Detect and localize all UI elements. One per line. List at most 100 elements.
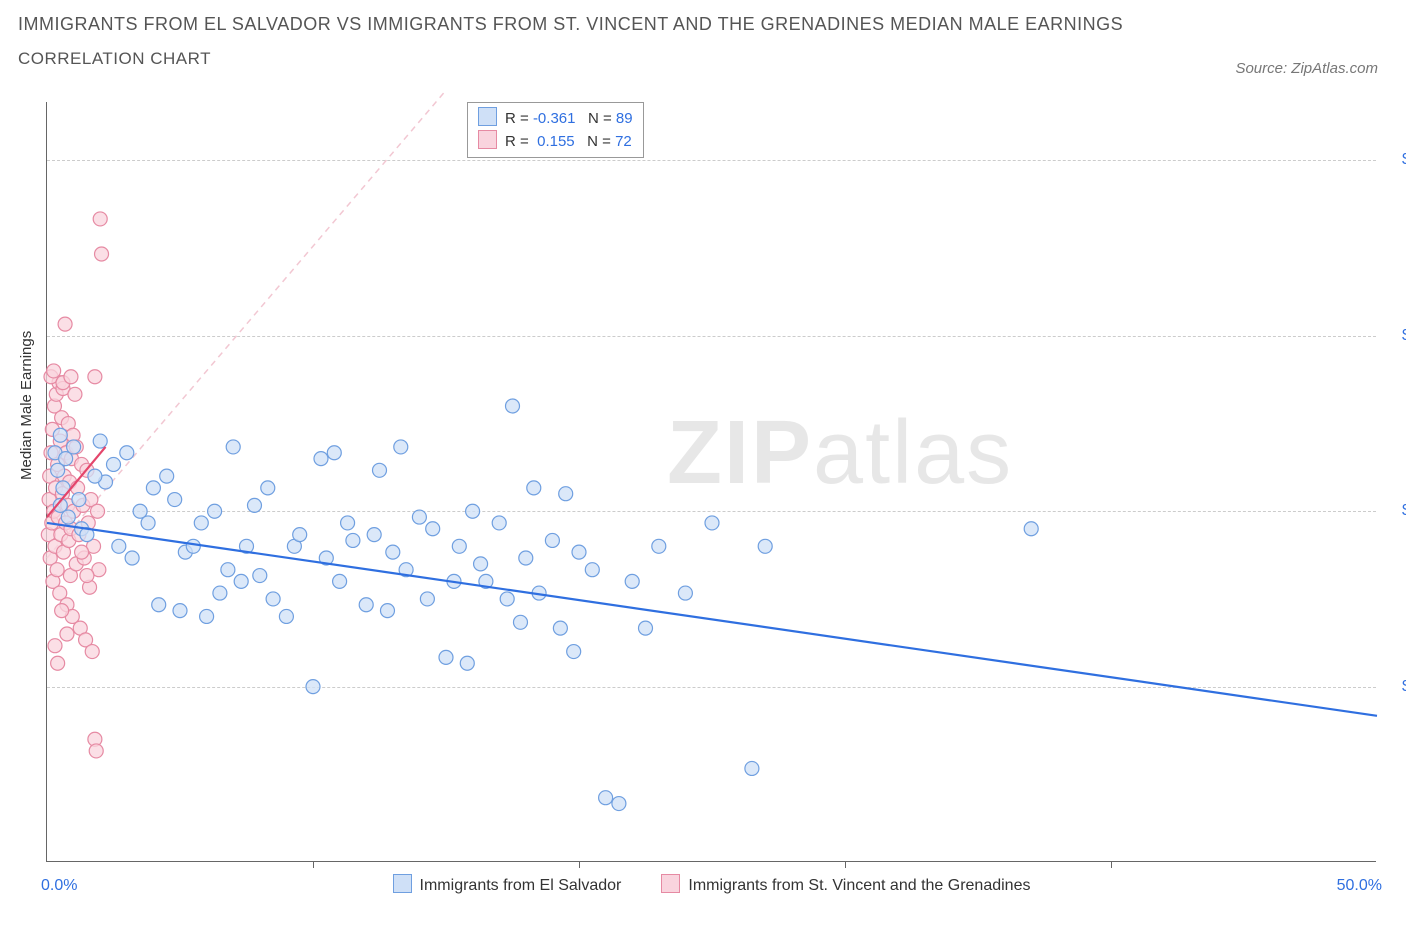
legend-label-el-salvador: Immigrants from El Salvador [420, 877, 622, 894]
data-point-el_salvador [208, 504, 222, 518]
data-point-el_salvador [367, 528, 381, 542]
data-point-el_salvador [492, 516, 506, 530]
data-point-st_vincent [75, 545, 89, 559]
y-axis-label: Median Male Earnings [18, 331, 35, 480]
y-tick-label: $50,000 [1386, 502, 1406, 520]
data-point-el_salvador [705, 516, 719, 530]
data-point-el_salvador [67, 440, 81, 454]
data-point-st_vincent [60, 627, 74, 641]
x-axis-min-label: 0.0% [41, 877, 77, 895]
data-point-el_salvador [112, 539, 126, 553]
data-point-el_salvador [567, 645, 581, 659]
data-point-el_salvador [553, 621, 567, 635]
data-point-el_salvador [466, 504, 480, 518]
data-point-st_vincent [50, 563, 64, 577]
data-point-el_salvador [88, 469, 102, 483]
legend-swatch-blue [393, 874, 412, 893]
data-point-el_salvador [412, 510, 426, 524]
data-point-el_salvador [500, 592, 514, 606]
data-point-el_salvador [293, 528, 307, 542]
data-point-el_salvador [125, 551, 139, 565]
data-point-el_salvador [327, 446, 341, 460]
stats-swatch [478, 107, 497, 126]
data-point-el_salvador [394, 440, 408, 454]
data-point-el_salvador [426, 522, 440, 536]
data-point-el_salvador [306, 680, 320, 694]
data-point-el_salvador [460, 656, 474, 670]
data-point-st_vincent [58, 317, 72, 331]
data-point-el_salvador [226, 440, 240, 454]
data-point-el_salvador [745, 761, 759, 775]
data-point-st_vincent [93, 212, 107, 226]
data-point-el_salvador [53, 428, 67, 442]
data-point-el_salvador [359, 598, 373, 612]
data-point-el_salvador [373, 463, 387, 477]
chart-title-line2: CORRELATION CHART [18, 49, 1123, 69]
data-point-el_salvador [380, 604, 394, 618]
data-point-st_vincent [89, 744, 103, 758]
data-point-el_salvador [168, 493, 182, 507]
chart-svg [47, 102, 1376, 861]
data-point-el_salvador [545, 533, 559, 547]
data-point-el_salvador [173, 604, 187, 618]
data-point-el_salvador [474, 557, 488, 571]
data-point-st_vincent [64, 370, 78, 384]
data-point-st_vincent [88, 370, 102, 384]
data-point-st_vincent [51, 656, 65, 670]
data-point-el_salvador [386, 545, 400, 559]
data-point-el_salvador [160, 469, 174, 483]
data-point-el_salvador [186, 539, 200, 553]
data-point-el_salvador [72, 493, 86, 507]
data-point-el_salvador [506, 399, 520, 413]
data-point-el_salvador [213, 586, 227, 600]
data-point-el_salvador [200, 609, 214, 623]
data-point-el_salvador [279, 609, 293, 623]
x-tick [579, 861, 580, 868]
data-point-el_salvador [559, 487, 573, 501]
data-point-el_salvador [625, 574, 639, 588]
data-point-st_vincent [91, 504, 105, 518]
data-point-el_salvador [612, 797, 626, 811]
data-point-el_salvador [221, 563, 235, 577]
data-point-st_vincent [47, 364, 61, 378]
data-point-st_vincent [80, 569, 94, 583]
trend-line-el_salvador [47, 523, 1377, 716]
data-point-el_salvador [527, 481, 541, 495]
data-point-st_vincent [68, 387, 82, 401]
source-attribution: Source: ZipAtlas.com [1235, 60, 1378, 77]
y-tick-label: $65,000 [1386, 327, 1406, 345]
x-tick [1111, 861, 1112, 868]
data-point-el_salvador [439, 650, 453, 664]
legend-swatch-pink [661, 874, 680, 893]
data-point-el_salvador [141, 516, 155, 530]
data-point-el_salvador [513, 615, 527, 629]
x-axis-max-label: 50.0% [1337, 877, 1382, 895]
data-point-el_salvador [420, 592, 434, 606]
correlation-stats-box: R = -0.361 N = 89R = 0.155 N = 72 [467, 102, 644, 158]
data-point-el_salvador [652, 539, 666, 553]
series-legend: Immigrants from El Salvador Immigrants f… [47, 874, 1376, 895]
data-point-el_salvador [333, 574, 347, 588]
data-point-el_salvador [585, 563, 599, 577]
data-point-el_salvador [572, 545, 586, 559]
data-point-el_salvador [599, 791, 613, 805]
data-point-el_salvador [639, 621, 653, 635]
data-point-el_salvador [61, 510, 75, 524]
data-point-st_vincent [48, 639, 62, 653]
y-tick-label: $80,000 [1386, 151, 1406, 169]
x-tick [313, 861, 314, 868]
data-point-el_salvador [346, 533, 360, 547]
data-point-el_salvador [314, 452, 328, 466]
legend-item-st-vincent: Immigrants from St. Vincent and the Gren… [661, 874, 1030, 895]
data-point-el_salvador [107, 457, 121, 471]
data-point-st_vincent [85, 645, 99, 659]
data-point-el_salvador [253, 569, 267, 583]
stats-text: R = 0.155 N = 72 [505, 133, 632, 150]
chart-title-block: IMMIGRANTS FROM EL SALVADOR VS IMMIGRANT… [18, 12, 1123, 69]
data-point-st_vincent [55, 604, 69, 618]
data-point-el_salvador [247, 498, 261, 512]
data-point-el_salvador [120, 446, 134, 460]
data-point-el_salvador [93, 434, 107, 448]
data-point-el_salvador [266, 592, 280, 606]
legend-item-el-salvador: Immigrants from El Salvador [393, 874, 622, 895]
